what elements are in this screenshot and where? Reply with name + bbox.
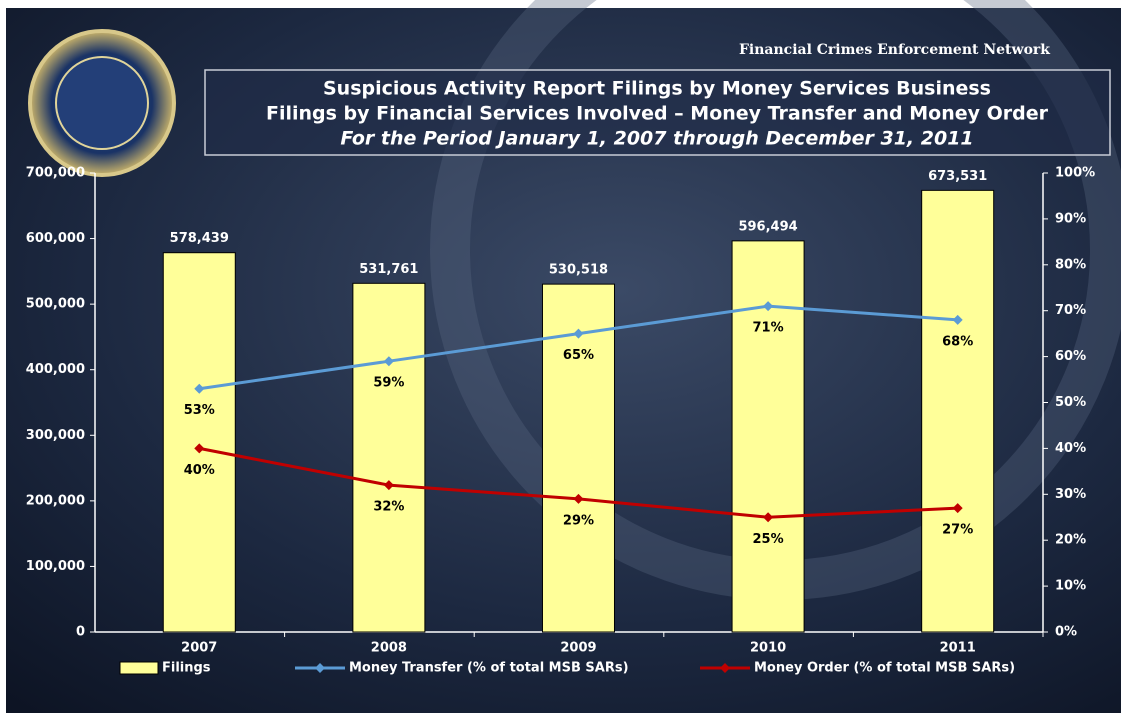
y-tick-label: 200,000 bbox=[26, 493, 85, 508]
bar-value-label: 673,531 bbox=[928, 169, 987, 184]
x-tick-label: 2010 bbox=[750, 641, 786, 656]
line-value-label: 65% bbox=[563, 348, 594, 363]
line-value-label: 59% bbox=[373, 376, 404, 391]
bar bbox=[922, 190, 994, 632]
y2-tick-label: 10% bbox=[1055, 579, 1086, 594]
y-tick-label: 0 bbox=[76, 625, 85, 640]
y-tick-label: 300,000 bbox=[26, 428, 85, 443]
line-value-label: 29% bbox=[563, 513, 594, 528]
bar-value-label: 578,439 bbox=[170, 231, 229, 246]
line-value-label: 53% bbox=[184, 403, 215, 418]
y-tick-label: 600,000 bbox=[26, 231, 85, 246]
y2-tick-label: 40% bbox=[1055, 441, 1086, 456]
y2-tick-label: 20% bbox=[1055, 533, 1086, 548]
y2-tick-label: 60% bbox=[1055, 349, 1086, 364]
chart-title: Filings by Financial Services Involved –… bbox=[266, 103, 1049, 125]
chart-title: Suspicious Activity Report Filings by Mo… bbox=[323, 78, 991, 100]
legend-label: Money Order (% of total MSB SARs) bbox=[754, 661, 1015, 676]
x-tick-label: 2008 bbox=[371, 641, 407, 656]
bar bbox=[732, 241, 804, 632]
line-value-label: 27% bbox=[942, 523, 973, 538]
chart: Financial Crimes Enforcement Network Sus… bbox=[0, 0, 1121, 713]
y2-tick-label: 90% bbox=[1055, 211, 1086, 226]
bar-value-label: 596,494 bbox=[738, 219, 797, 234]
line-value-label: 25% bbox=[753, 532, 784, 547]
chart-subtitle: For the Period January 1, 2007 through D… bbox=[340, 128, 973, 150]
y2-tick-label: 50% bbox=[1055, 395, 1086, 410]
y-tick-label: 700,000 bbox=[26, 166, 85, 181]
bar-value-label: 530,518 bbox=[549, 263, 608, 278]
x-tick-label: 2009 bbox=[560, 641, 596, 656]
y-tick-label: 400,000 bbox=[26, 362, 85, 377]
x-tick-label: 2007 bbox=[181, 641, 217, 656]
bar bbox=[163, 253, 235, 632]
line-value-label: 68% bbox=[942, 334, 973, 349]
y2-tick-label: 30% bbox=[1055, 487, 1086, 502]
y2-tick-label: 0% bbox=[1055, 625, 1077, 640]
legend-swatch bbox=[120, 662, 158, 674]
y2-tick-label: 100% bbox=[1055, 166, 1095, 181]
line-value-label: 40% bbox=[184, 463, 215, 478]
bar-value-label: 531,761 bbox=[359, 262, 418, 277]
bar bbox=[353, 283, 425, 632]
line-value-label: 32% bbox=[373, 500, 404, 515]
logo-inner bbox=[56, 57, 148, 149]
y2-tick-label: 70% bbox=[1055, 303, 1086, 318]
x-tick-label: 2011 bbox=[940, 641, 976, 656]
y-tick-label: 100,000 bbox=[26, 559, 85, 574]
line-value-label: 71% bbox=[753, 321, 784, 336]
y-tick-label: 500,000 bbox=[26, 297, 85, 312]
y2-tick-label: 80% bbox=[1055, 257, 1086, 272]
header: Financial Crimes Enforcement Network bbox=[739, 42, 1050, 58]
legend-label: Money Transfer (% of total MSB SARs) bbox=[349, 661, 629, 676]
legend-label: Filings bbox=[162, 661, 211, 676]
